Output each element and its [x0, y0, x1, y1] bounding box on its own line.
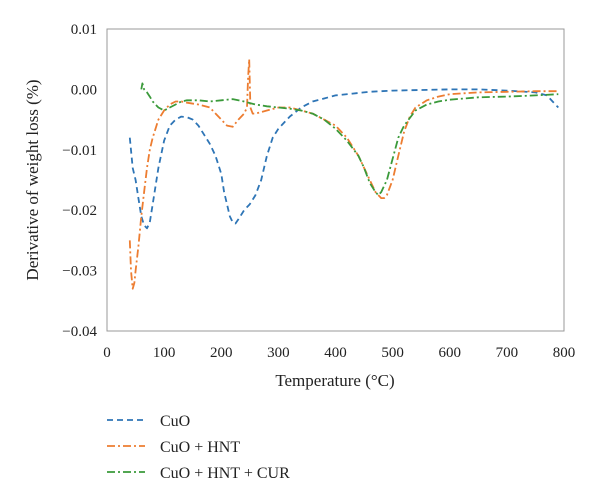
- y-tick-label: −0.03: [62, 264, 97, 280]
- x-tick-label: 800: [553, 345, 576, 361]
- x-tick-label: 600: [439, 345, 462, 361]
- legend: CuO CuO + HNT CuO + HNT + CUR: [107, 413, 290, 482]
- y-tick-label: 0.01: [71, 22, 97, 38]
- y-tick-label: −0.02: [62, 203, 97, 219]
- x-tick-label: 400: [324, 345, 347, 361]
- x-tick-label: 300: [267, 345, 290, 361]
- y-tick-label: −0.04: [62, 324, 97, 340]
- legend-label-2: CuO + HNT + CUR: [160, 465, 290, 482]
- series-line-2: [140, 82, 559, 197]
- y-axis-label: Derivative of weight loss (%): [23, 79, 42, 280]
- series-line-1: [128, 58, 559, 290]
- x-tick-label: 200: [210, 345, 233, 361]
- legend-label-1: CuO + HNT: [160, 439, 240, 456]
- series-lines: [128, 58, 559, 290]
- x-axis-ticks: 0 100 200 300 400 500 600 700 800: [103, 345, 575, 361]
- y-tick-label: 0.00: [71, 82, 97, 98]
- plot-frame: [106, 28, 565, 332]
- x-tick-label: 0: [103, 345, 111, 361]
- legend-label-0: CuO: [160, 413, 190, 430]
- x-axis-label: Temperature (°C): [275, 371, 394, 390]
- y-tick-label: −0.01: [62, 143, 97, 159]
- x-tick-label: 500: [381, 345, 404, 361]
- x-tick-label: 100: [153, 345, 176, 361]
- series-line-0: [128, 88, 559, 230]
- x-tick-label: 700: [496, 345, 519, 361]
- y-axis-ticks: −0.04 −0.03 −0.02 −0.01 0.00 0.01: [62, 22, 97, 340]
